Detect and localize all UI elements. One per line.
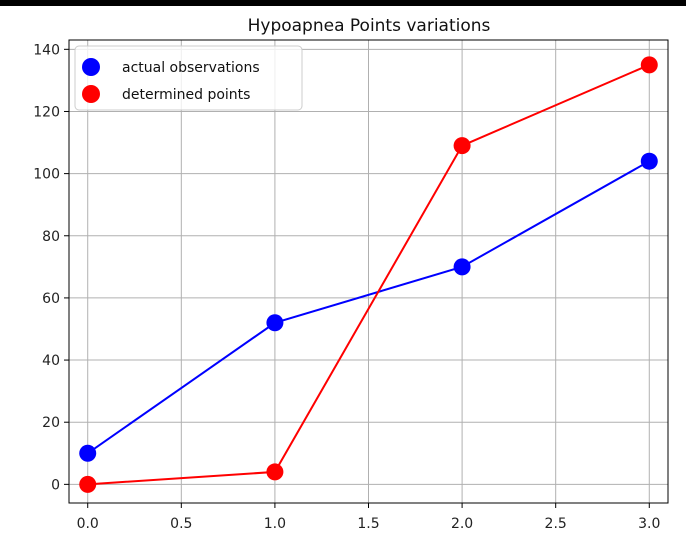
data-point-series-1: [79, 444, 97, 462]
x-tick-label: 3.0: [638, 516, 660, 532]
x-tick-label: 1.0: [264, 516, 286, 532]
y-tick-label: 20: [42, 415, 60, 431]
legend: actual observations determined points: [74, 45, 303, 111]
data-point-series-2: [79, 475, 97, 493]
top-border-bar: [0, 0, 686, 6]
grid-lines: [69, 40, 668, 503]
axis-ticks: 0.0 0.5 1.0 1.5 2.0 2.5 3.0 0 20 40 60 80 100 120 140: [33, 42, 660, 532]
series-line-1: [87, 160, 650, 455]
y-tick-label: 140: [33, 42, 60, 58]
series-line-2: [87, 63, 650, 486]
legend-box: [74, 45, 303, 111]
x-tick-label: 0.5: [170, 516, 192, 532]
y-tick-label: 80: [42, 229, 60, 245]
x-tick-label: 1.5: [357, 516, 379, 532]
legend-label-1: actual observations: [122, 60, 260, 76]
legend-marker-2: [82, 85, 100, 103]
y-tick-label: 60: [42, 291, 60, 307]
x-tick-label: 2.0: [451, 516, 473, 532]
y-tick-label: 40: [42, 353, 60, 369]
y-tick-label: 0: [51, 477, 60, 493]
data-point-series-1: [266, 314, 284, 332]
data-point-series-1: [640, 152, 658, 170]
legend-label-2: determined points: [122, 87, 250, 103]
series-group: [79, 56, 658, 493]
data-point-series-1: [453, 258, 471, 276]
data-point-series-2: [640, 56, 658, 74]
x-tick-label: 0.0: [77, 516, 99, 532]
data-point-series-2: [266, 463, 284, 481]
x-tick-label: 2.5: [545, 516, 567, 532]
y-tick-label: 120: [33, 104, 60, 120]
legend-marker-1: [82, 58, 100, 76]
chart-title: Hypoapnea Points variations: [248, 16, 491, 36]
data-point-series-2: [453, 137, 471, 155]
y-tick-label: 100: [33, 167, 60, 183]
plot-frame: [68, 39, 669, 504]
